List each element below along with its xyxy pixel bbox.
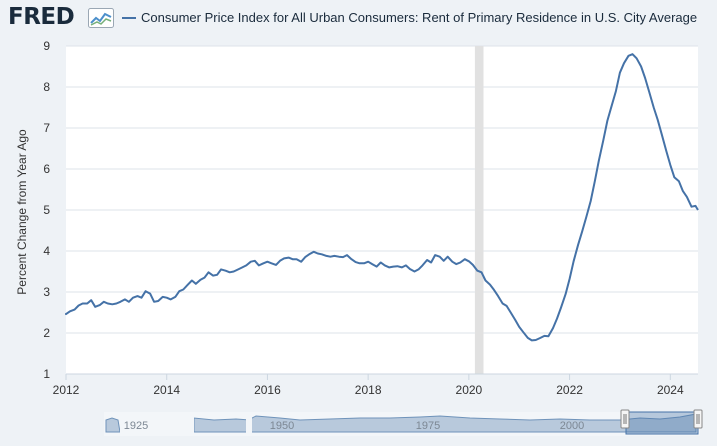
recession-shading xyxy=(474,46,484,374)
x-axis: 2012 2014 2016 2018 2020 2022 2024 xyxy=(53,373,698,397)
y-tick-label: 7 xyxy=(43,121,50,135)
series xyxy=(65,53,699,342)
x-tick-label: 2024 xyxy=(657,383,684,397)
navigator-gap xyxy=(120,412,194,434)
x-tick-label: 2020 xyxy=(456,383,483,397)
y-axis: 1 2 3 4 5 6 7 8 9 xyxy=(43,39,50,381)
navigator-gap xyxy=(246,412,252,434)
x-tick-label: 2012 xyxy=(53,383,80,397)
navigator[interactable]: 1925 1950 1975 2000 xyxy=(104,409,703,436)
y-tick-label: 9 xyxy=(43,39,50,53)
recession-band xyxy=(474,46,484,374)
y-tick-label: 5 xyxy=(43,203,50,217)
legend-swatch xyxy=(122,17,136,19)
fred-chart-icon xyxy=(88,8,114,28)
y-tick-label: 3 xyxy=(43,285,50,299)
series-line xyxy=(65,53,699,342)
chart-header: FRED Consumer Price Index for All Urban … xyxy=(0,0,717,38)
y-tick-label: 8 xyxy=(43,80,50,94)
x-tick-label: 2022 xyxy=(556,383,583,397)
y-tick-label: 4 xyxy=(43,244,50,258)
navigator-year-label: 2000 xyxy=(560,420,584,432)
navigator-year-label: 1950 xyxy=(270,420,294,432)
navigator-selection[interactable] xyxy=(625,411,699,435)
chart-title: Consumer Price Index for All Urban Consu… xyxy=(141,10,698,25)
y-tick-label: 6 xyxy=(43,162,50,176)
y-tick-label: 2 xyxy=(43,326,50,340)
y-tick-label: 1 xyxy=(43,367,50,381)
navigator-left-handle[interactable] xyxy=(620,409,630,429)
x-tick-label: 2014 xyxy=(153,383,180,397)
x-tick-label: 2018 xyxy=(355,383,382,397)
fred-logo[interactable]: FRED xyxy=(8,4,75,30)
x-tick-label: 2016 xyxy=(254,383,281,397)
navigator-year-label: 1925 xyxy=(124,420,148,432)
navigator-right-handle[interactable] xyxy=(693,409,703,429)
navigator-year-label: 1975 xyxy=(416,420,440,432)
